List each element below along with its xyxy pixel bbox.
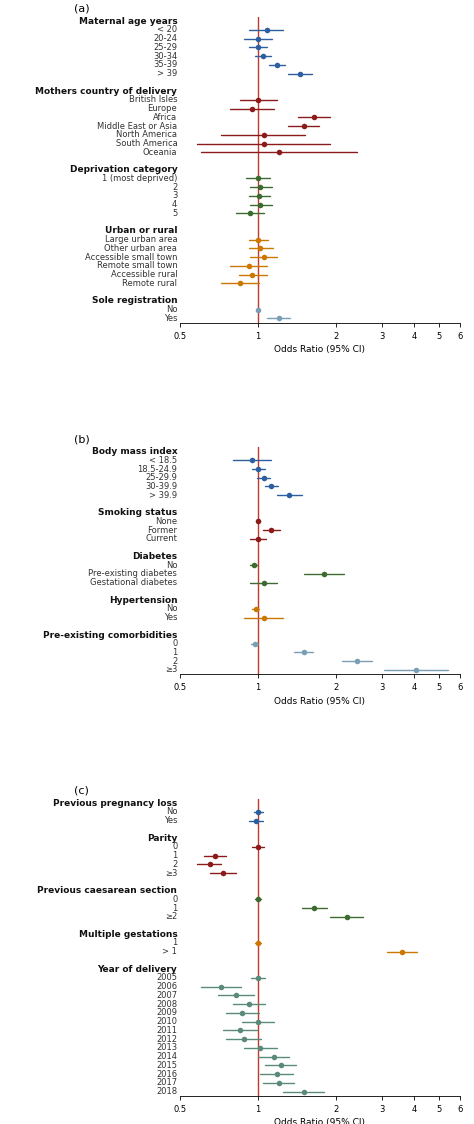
Text: (a): (a) [74, 3, 90, 13]
Text: No: No [166, 605, 177, 614]
Text: (b): (b) [74, 435, 90, 445]
Text: Other urban area: Other urban area [104, 244, 177, 253]
Text: 20-24: 20-24 [153, 34, 177, 43]
Text: 30-34: 30-34 [153, 52, 177, 61]
Text: 18.5-24.9: 18.5-24.9 [137, 464, 177, 473]
Text: South America: South America [116, 139, 177, 148]
Text: Multiple gestations: Multiple gestations [79, 930, 177, 939]
Text: Middle East or Asia: Middle East or Asia [97, 121, 177, 130]
X-axis label: Odds Ratio (95% CI): Odds Ratio (95% CI) [274, 697, 365, 706]
Text: No: No [166, 561, 177, 570]
Text: Oceania: Oceania [143, 147, 177, 156]
Text: Hypertension: Hypertension [109, 596, 177, 605]
Text: Accessible small town: Accessible small town [85, 253, 177, 262]
Text: 2008: 2008 [156, 999, 177, 1008]
Text: Deprivation category: Deprivation category [70, 165, 177, 174]
Text: < 20: < 20 [157, 26, 177, 35]
Text: Parity: Parity [147, 834, 177, 843]
Text: 2011: 2011 [156, 1026, 177, 1035]
Text: Yes: Yes [164, 314, 177, 323]
Text: Former: Former [147, 526, 177, 535]
Text: > 39.9: > 39.9 [149, 491, 177, 500]
Text: 1: 1 [172, 851, 177, 860]
Text: Yes: Yes [164, 613, 177, 622]
Text: Remote rural: Remote rural [122, 279, 177, 288]
Text: 2005: 2005 [156, 973, 177, 982]
Text: Pre-existing comorbidities: Pre-existing comorbidities [43, 631, 177, 640]
Text: ≥2: ≥2 [165, 913, 177, 922]
Text: No: No [166, 305, 177, 314]
Text: Maternal age years: Maternal age years [79, 17, 177, 26]
Text: 2018: 2018 [156, 1087, 177, 1096]
Text: None: None [155, 517, 177, 526]
Text: 2013: 2013 [156, 1043, 177, 1052]
Text: 2015: 2015 [156, 1061, 177, 1070]
Text: 0: 0 [172, 842, 177, 851]
Text: 2006: 2006 [156, 982, 177, 991]
Text: Europe: Europe [147, 105, 177, 114]
Text: 0: 0 [172, 895, 177, 904]
Text: < 18.5: < 18.5 [149, 455, 177, 464]
Text: 3: 3 [172, 191, 177, 200]
Text: 2007: 2007 [156, 991, 177, 1000]
Text: > 1: > 1 [163, 948, 177, 957]
Text: 2010: 2010 [156, 1017, 177, 1026]
Text: Body mass index: Body mass index [91, 447, 177, 456]
Text: British Isles: British Isles [129, 96, 177, 105]
Text: Current: Current [146, 534, 177, 543]
Text: Smoking status: Smoking status [98, 508, 177, 517]
Text: 4: 4 [172, 200, 177, 209]
Text: Gestational diabetes: Gestational diabetes [90, 578, 177, 587]
Text: Yes: Yes [164, 816, 177, 825]
Text: 1: 1 [172, 904, 177, 913]
Text: Mothers country of delivery: Mothers country of delivery [36, 87, 177, 96]
Text: 2: 2 [172, 860, 177, 869]
Text: 1: 1 [172, 939, 177, 948]
Text: > 39: > 39 [157, 70, 177, 79]
Text: 2014: 2014 [156, 1052, 177, 1061]
Text: 2: 2 [172, 656, 177, 665]
Text: Remote small town: Remote small town [97, 262, 177, 271]
Text: 30-39.9: 30-39.9 [145, 482, 177, 491]
Text: 2: 2 [172, 183, 177, 192]
Text: 2012: 2012 [156, 1034, 177, 1043]
Text: Large urban area: Large urban area [105, 235, 177, 244]
Text: 1: 1 [172, 649, 177, 658]
Text: (c): (c) [74, 786, 89, 796]
Text: 1 (most deprived): 1 (most deprived) [102, 174, 177, 183]
Text: Previous pregnancy loss: Previous pregnancy loss [53, 799, 177, 808]
Text: North America: North America [116, 130, 177, 139]
Text: ≥3: ≥3 [165, 869, 177, 878]
Text: 35-39: 35-39 [153, 61, 177, 70]
Text: Urban or rural: Urban or rural [105, 226, 177, 235]
Text: 2016: 2016 [156, 1070, 177, 1079]
Text: Pre-existing diabetes: Pre-existing diabetes [89, 570, 177, 579]
Text: Accessible rural: Accessible rural [110, 270, 177, 279]
Text: Year of delivery: Year of delivery [98, 964, 177, 973]
Text: 25-29.9: 25-29.9 [146, 473, 177, 482]
Text: Diabetes: Diabetes [132, 552, 177, 561]
Text: Sole registration: Sole registration [91, 297, 177, 306]
X-axis label: Odds Ratio (95% CI): Odds Ratio (95% CI) [274, 1118, 365, 1124]
X-axis label: Odds Ratio (95% CI): Odds Ratio (95% CI) [274, 345, 365, 354]
Text: Previous caesarean section: Previous caesarean section [37, 886, 177, 895]
Text: 5: 5 [172, 209, 177, 218]
Text: 2017: 2017 [156, 1078, 177, 1087]
Text: 0: 0 [172, 640, 177, 649]
Text: Africa: Africa [153, 112, 177, 121]
Text: 2009: 2009 [156, 1008, 177, 1017]
Text: 25-29: 25-29 [153, 43, 177, 52]
Text: No: No [166, 807, 177, 816]
Text: ≥3: ≥3 [165, 665, 177, 674]
